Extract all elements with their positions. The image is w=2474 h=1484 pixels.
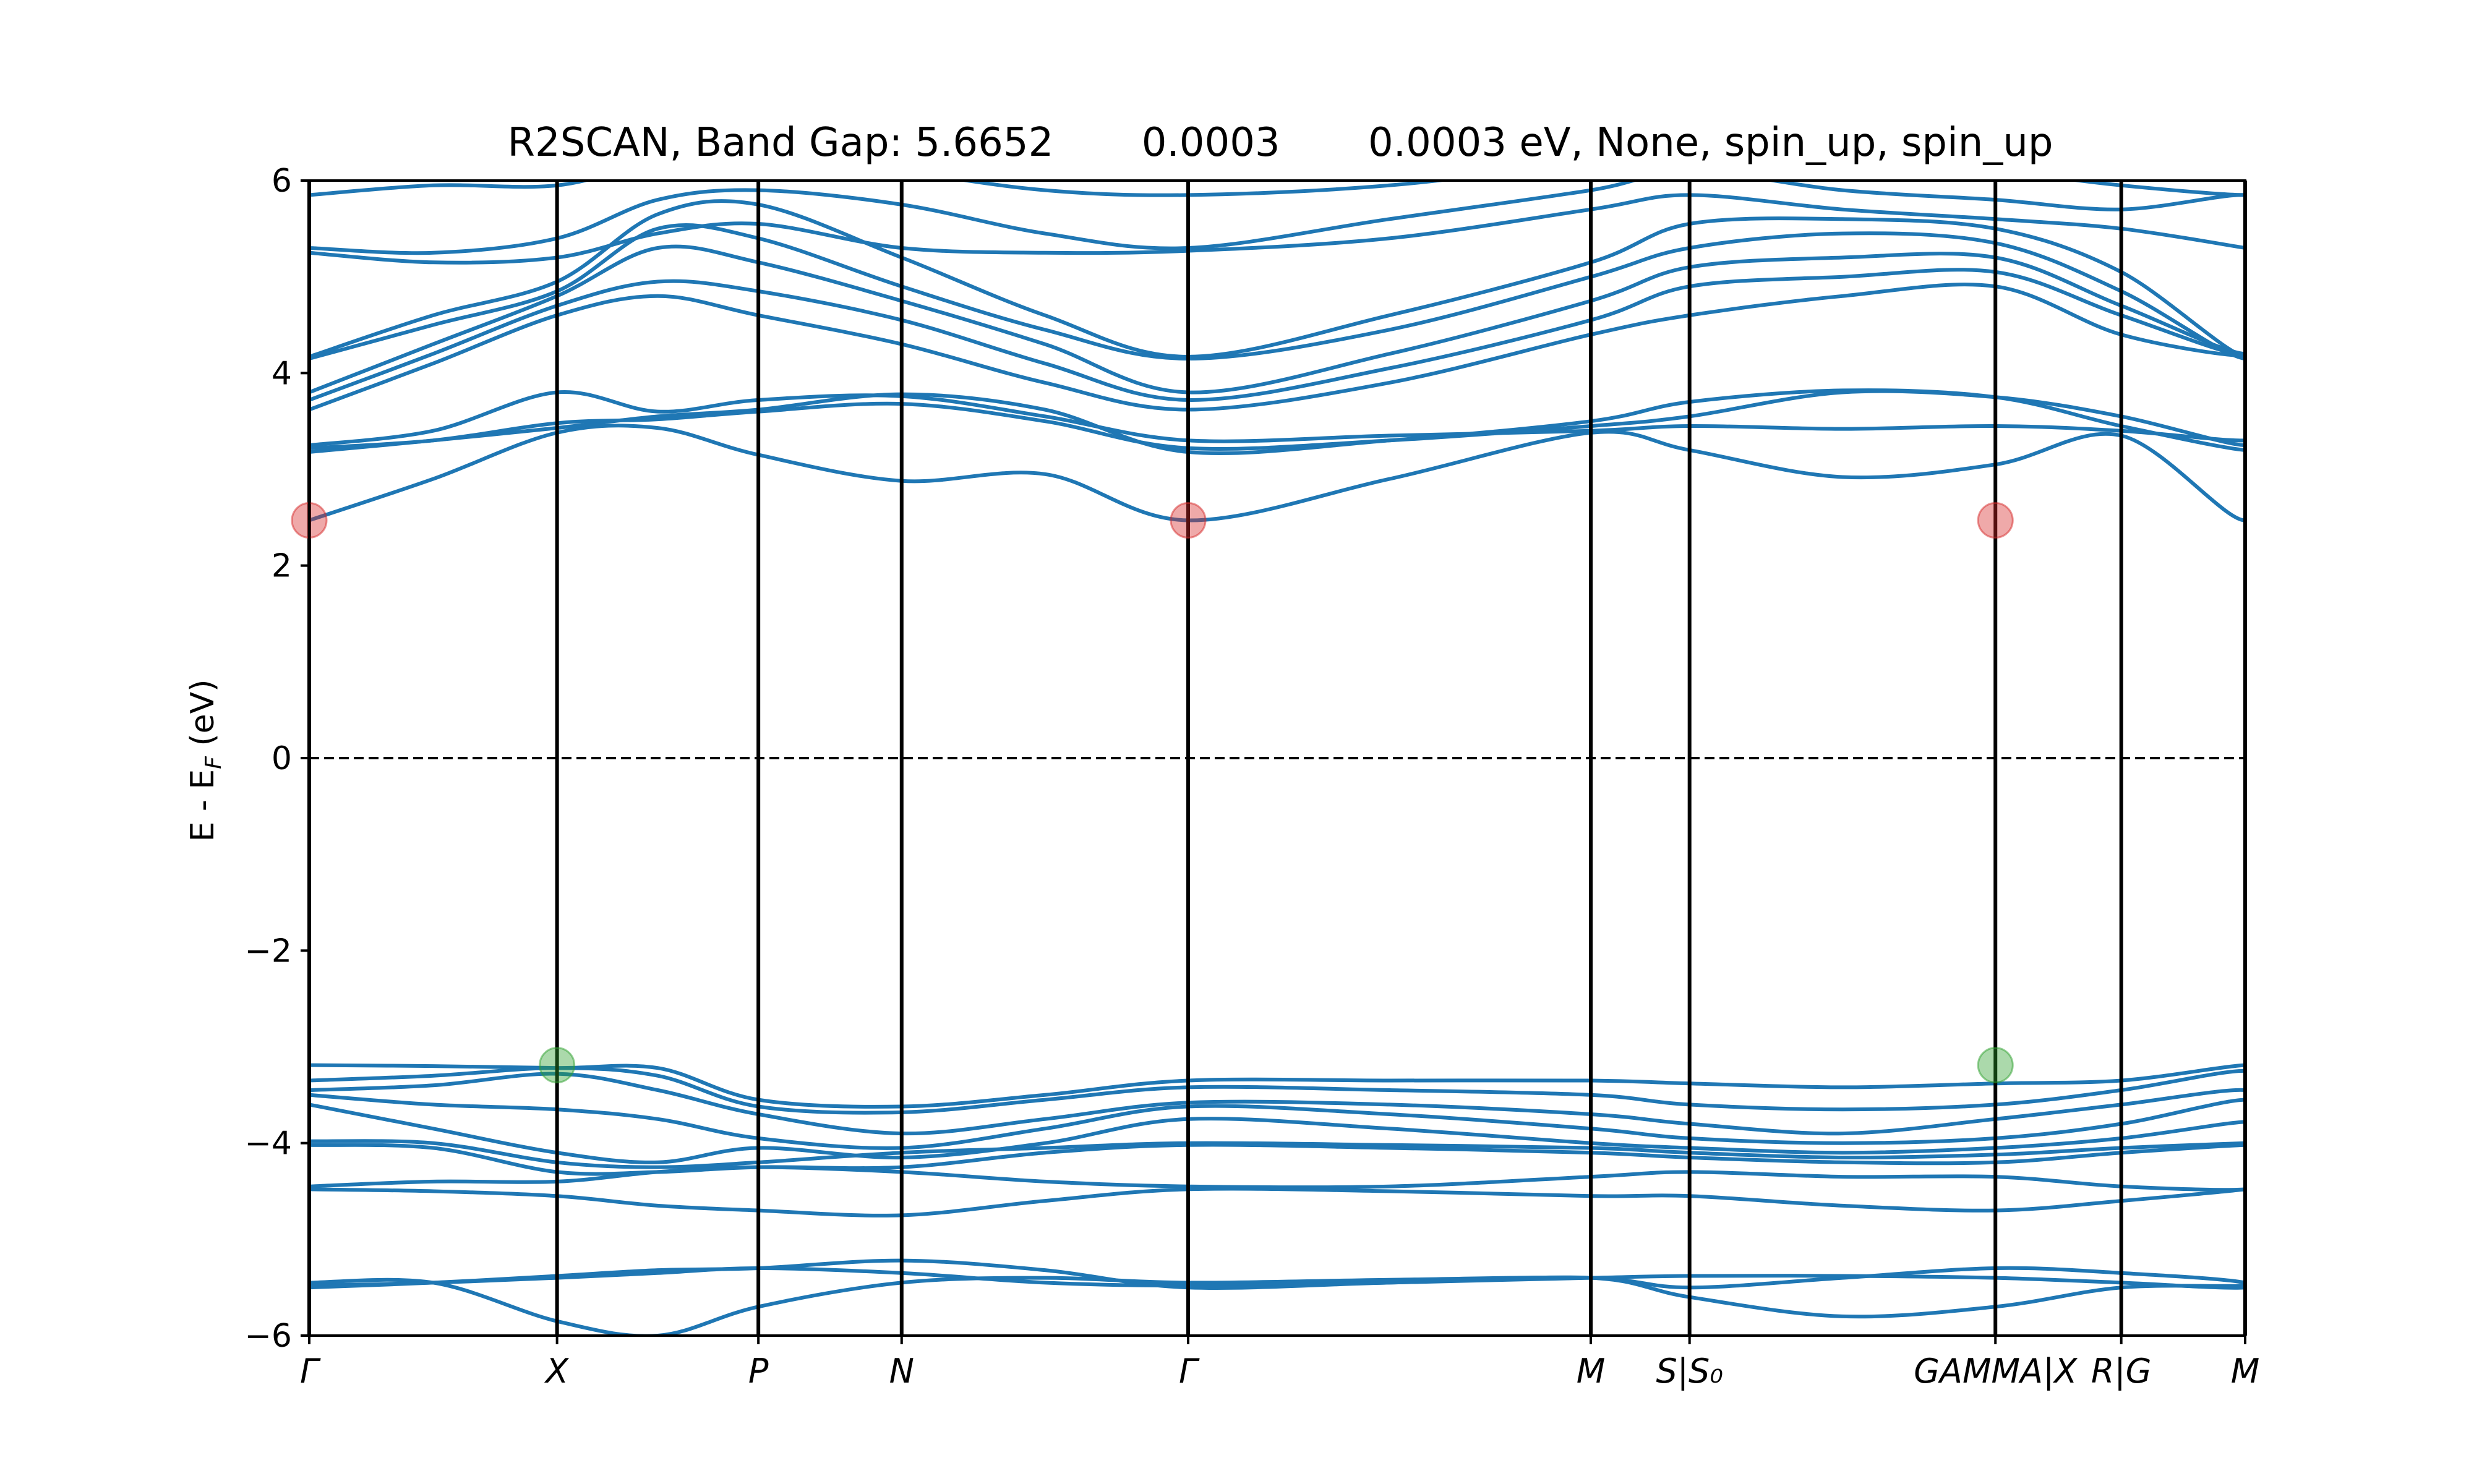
vbm-marker-2: [1977, 1047, 2014, 1084]
cbm-marker-2: [1170, 502, 1207, 539]
x-tick-label-5: Γ: [1179, 1352, 1200, 1391]
band-line-14: [309, 1066, 2245, 1115]
band-line-16: [309, 1093, 2245, 1150]
plot-content: [309, 181, 2245, 1336]
y-tick-label-6: 4: [272, 355, 292, 392]
band-line-20: [309, 1165, 2245, 1192]
band-line-6: [309, 268, 2245, 402]
x-tick-label-7: S|S₀: [1656, 1352, 1723, 1391]
x-tick-label-3: P: [748, 1352, 769, 1391]
chart-title: R2SCAN, Band Gap: 5.6652 0.0003 0.0003 e…: [508, 120, 2053, 166]
band-line-5: [309, 283, 2245, 412]
y-tick-label-3: −2: [244, 932, 292, 970]
y-axis-label-tail: (eV): [184, 680, 221, 757]
y-tick-label-7: 6: [272, 163, 292, 200]
y-tick-label-4: 0: [272, 740, 292, 777]
band-line-18: [309, 1139, 2245, 1169]
cbm-marker-3: [1977, 502, 2014, 539]
band-line-24: [309, 1258, 2245, 1290]
band-line-7: [309, 244, 2245, 394]
band-line-10: [309, 193, 2245, 265]
band-line-9: [309, 199, 2245, 359]
x-tick-label-4: N: [889, 1352, 914, 1391]
band-line-4: [309, 390, 2245, 477]
band-line-3: [309, 389, 2245, 451]
x-tick-label-10: M: [2231, 1352, 2260, 1391]
y-axis-label: E - EF (eV): [184, 680, 226, 842]
x-tick-label-2: X: [544, 1352, 569, 1391]
y-axis-label-subscript: F: [201, 756, 226, 769]
plot-area: −6 −4 −2 0 2 4 6 Γ X P N Γ M S|S₀ GAMMA|X R|G M: [244, 163, 2260, 1391]
x-tick-label-9: R|G: [2091, 1352, 2152, 1391]
band-line-22: [309, 1266, 2245, 1336]
vbm-marker-1: [539, 1047, 576, 1084]
band-line-15: [309, 1072, 2245, 1136]
band-line-17: [309, 1102, 2245, 1164]
band-line-12: [309, 181, 2245, 197]
y-tick-label-5: 2: [272, 548, 292, 585]
band-line-1: [309, 422, 2245, 522]
y-tick-label-2: −4: [244, 1125, 292, 1162]
y-tick-label-1: −6: [244, 1318, 292, 1355]
band-line-21: [309, 1184, 2245, 1217]
x-tick-label-8: GAMMA|X: [1914, 1352, 2078, 1391]
band-line-11: [309, 181, 2245, 255]
x-tick-label-6: M: [1577, 1352, 1606, 1391]
x-tick-label-1: Γ: [300, 1352, 321, 1391]
y-axis-label-main: E - E: [184, 769, 221, 842]
band-line-13: [309, 1063, 2245, 1109]
